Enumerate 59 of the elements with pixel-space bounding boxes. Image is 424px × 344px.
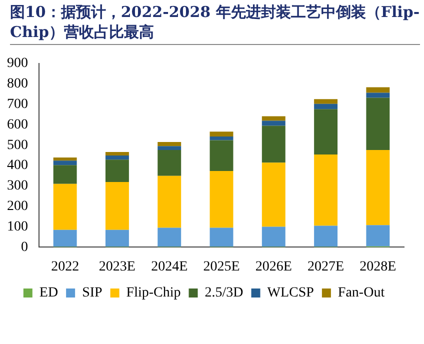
- y-tick-label: 700: [7, 96, 28, 112]
- bar: [158, 146, 182, 150]
- bar: [105, 182, 129, 230]
- bar: [262, 162, 286, 227]
- bar: [314, 226, 338, 247]
- bar: [158, 150, 182, 176]
- chart-title: 图10：据预计，2022-2028 年先进封装工艺中倒装（Flip-Chip）营收占比最高: [10, 2, 420, 45]
- x-tick-label: 2026E: [255, 259, 292, 274]
- bar: [262, 120, 286, 126]
- bar: [262, 226, 286, 247]
- bar: [210, 136, 234, 140]
- legend-label: Flip-Chip: [126, 286, 181, 301]
- bar: [53, 165, 77, 184]
- bar: [105, 156, 129, 160]
- bar: [314, 154, 338, 226]
- x-tick-label: 2022: [51, 259, 80, 274]
- bar: [314, 104, 338, 110]
- y-tick-label: 600: [7, 117, 28, 132]
- y-tick-label: 100: [7, 219, 28, 234]
- legend-label: WLCSP: [267, 286, 314, 301]
- bar: [314, 99, 338, 104]
- y-tick-label: 0: [21, 240, 28, 255]
- bar: [210, 228, 234, 247]
- bar: [314, 109, 338, 154]
- x-tick-label: 2025E: [203, 259, 240, 274]
- bar: [210, 171, 234, 228]
- y-tick-label: 800: [7, 76, 28, 92]
- legend-label: 2.5/3D: [204, 286, 244, 301]
- bar: [105, 152, 129, 156]
- x-tick-label: 2028E: [360, 259, 396, 274]
- bar: [105, 160, 129, 182]
- x-tick-label: 2027E: [308, 259, 344, 274]
- bar: [53, 184, 77, 230]
- bar: [262, 126, 286, 163]
- bar: [262, 116, 286, 121]
- bar: [366, 92, 390, 98]
- legend-label: SIP: [82, 286, 103, 301]
- bar: [158, 176, 182, 228]
- bar: [366, 225, 390, 246]
- y-tick-label: 300: [7, 178, 28, 194]
- bar: [105, 230, 129, 247]
- legend-label: ED: [39, 286, 58, 301]
- y-tick-label: 500: [7, 138, 28, 153]
- bar: [366, 87, 390, 93]
- y-tick-label: 200: [7, 199, 28, 214]
- y-tick-label: 400: [7, 158, 28, 174]
- bar: [210, 132, 234, 137]
- bar: [53, 158, 77, 161]
- bar: [158, 228, 182, 247]
- bar: [366, 98, 390, 150]
- bar: [158, 142, 182, 146]
- y-tick-label: 900: [7, 56, 28, 72]
- bar: [366, 150, 390, 226]
- legend-label: Fan-Out: [338, 286, 385, 301]
- bar: [53, 160, 77, 166]
- x-tick-label: 2023E: [98, 259, 136, 274]
- x-tick-label: 2024E: [151, 259, 188, 274]
- bar: [53, 230, 77, 247]
- bar: [210, 140, 234, 172]
